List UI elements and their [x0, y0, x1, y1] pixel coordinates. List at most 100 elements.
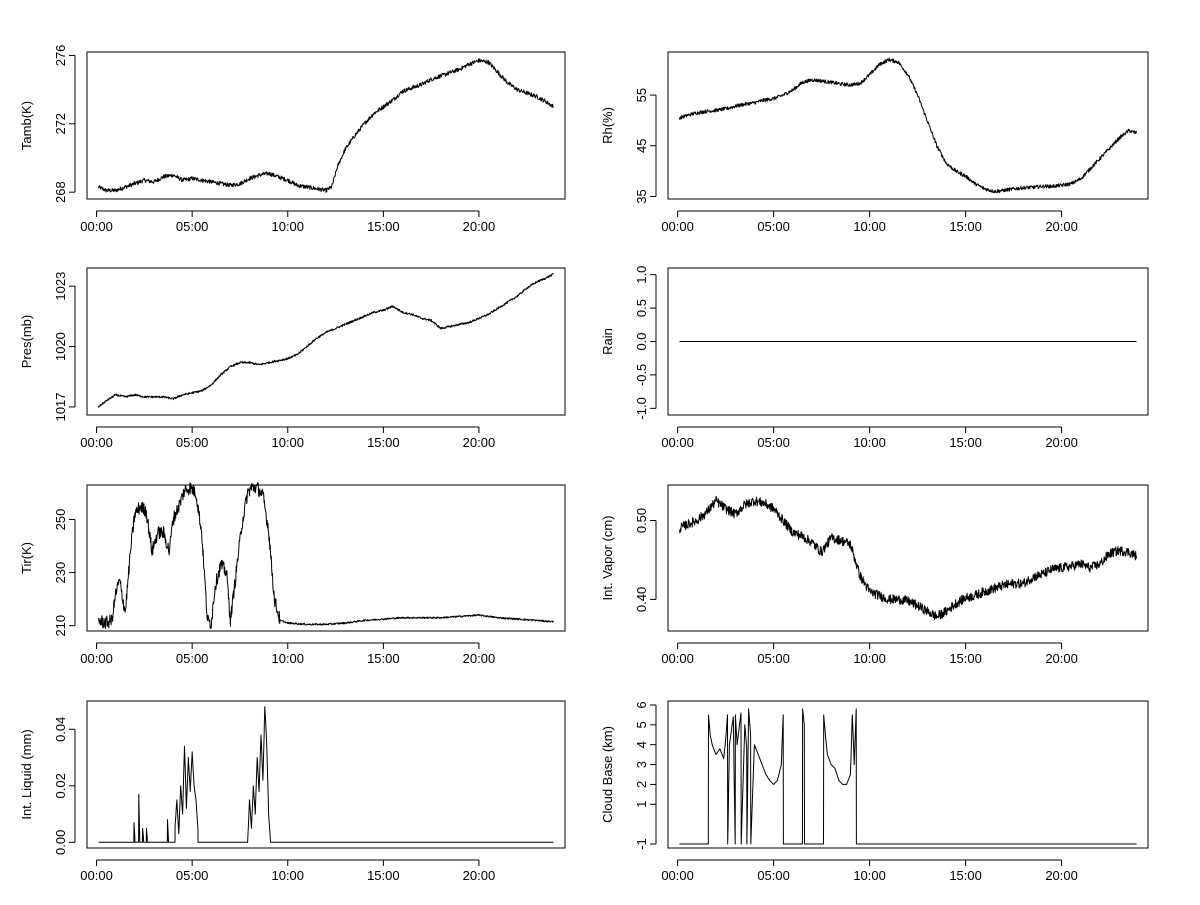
y-tick-label: 45 [634, 139, 649, 153]
y-tick-label: 35 [634, 189, 649, 203]
plot-frame [667, 484, 1149, 632]
y-tick-label: 3 [634, 761, 649, 768]
x-tick-label: 00:00 [80, 651, 113, 666]
panel-7: 00:00 05:00 10:00 15:00 20:00 0.00 0.02 0.04 Int… [19, 700, 566, 883]
x-tick-label: 00:00 [80, 219, 113, 234]
y-tick-label: 0.00 [53, 830, 68, 855]
x-tick-label: 00:00 [661, 651, 694, 666]
x-tick-label: 05:00 [176, 219, 209, 234]
x-tick-label: 10:00 [271, 435, 304, 450]
x-tick-label: 20:00 [1045, 868, 1078, 883]
x-tick-label: 05:00 [176, 651, 209, 666]
y-tick-label: 2 [634, 781, 649, 788]
x-tick-label: 15:00 [367, 651, 400, 666]
x-tick-label: 05:00 [757, 868, 790, 883]
x-tick-label: 00:00 [661, 435, 694, 450]
y-tick-label: 1.0 [634, 266, 649, 284]
x-tick-label: 05:00 [757, 219, 790, 234]
x-tick-label: 20:00 [463, 651, 496, 666]
series-line [98, 706, 554, 843]
x-tick-label: 15:00 [949, 219, 982, 234]
x-tick-label: 00:00 [661, 868, 694, 883]
x-tick-label: 00:00 [80, 435, 113, 450]
y-tick-label: 5 [634, 721, 649, 728]
y-tick-label: 1017 [53, 392, 68, 421]
series-line [679, 495, 1137, 621]
x-tick-label: 20:00 [463, 435, 496, 450]
panel-8: 00:00 05:00 10:00 15:00 20:00 -1 1 2 3 4 5 6 Cloud B… [600, 700, 1149, 883]
x-tick-label: 05:00 [757, 435, 790, 450]
panel-2: 00:00 05:00 10:00 15:00 20:00 35 45 55 Rh(%) [600, 51, 1149, 234]
x-tick-label: 10:00 [853, 219, 886, 234]
x-tick-label: 10:00 [271, 868, 304, 883]
y-tick-label: 1023 [53, 272, 68, 301]
plot-frame [86, 267, 566, 416]
plot-frame [86, 484, 566, 632]
plot-frame [667, 267, 1149, 416]
y-tick-label: 268 [53, 181, 68, 203]
y-tick-label: -1.0 [634, 397, 649, 419]
y-axis-label: Int. Liquid (mm) [19, 729, 34, 819]
plot-frame [86, 51, 566, 200]
x-tick-label: 10:00 [853, 651, 886, 666]
x-tick-label: 15:00 [949, 435, 982, 450]
y-tick-label: 1 [634, 801, 649, 808]
x-tick-label: 20:00 [1045, 435, 1078, 450]
series-line [98, 482, 554, 630]
y-axis-label: Int. Vapor (cm) [600, 515, 615, 600]
x-tick-label: 05:00 [176, 868, 209, 883]
x-tick-label: 15:00 [367, 868, 400, 883]
y-axis-label: Cloud Base (km) [600, 726, 615, 823]
y-tick-label: 0.04 [53, 717, 68, 742]
x-tick-label: 00:00 [661, 219, 694, 234]
x-tick-label: 10:00 [853, 868, 886, 883]
y-tick-label: 210 [53, 615, 68, 637]
x-tick-label: 15:00 [367, 219, 400, 234]
plot-frame [667, 51, 1149, 200]
x-tick-label: 20:00 [1045, 651, 1078, 666]
x-tick-label: 10:00 [271, 651, 304, 666]
y-tick-label: 0.02 [53, 773, 68, 798]
x-tick-label: 20:00 [463, 219, 496, 234]
panel-4: 00:00 05:00 10:00 15:00 20:00 -1.0 -0.5 0.0 0.5 1… [600, 266, 1149, 450]
y-tick-label: 1020 [53, 332, 68, 361]
y-tick-label: 0.50 [634, 508, 649, 533]
panel-6: 00:00 05:00 10:00 15:00 20:00 0.40 0.50 Int. Va… [600, 484, 1149, 666]
y-tick-label: 0.5 [634, 299, 649, 317]
y-tick-label: 0.0 [634, 332, 649, 350]
x-tick-label: 15:00 [949, 868, 982, 883]
x-tick-label: 05:00 [176, 435, 209, 450]
x-tick-label: 10:00 [853, 435, 886, 450]
y-tick-label: -0.5 [634, 364, 649, 386]
x-tick-label: 20:00 [1045, 219, 1078, 234]
y-tick-label: 230 [53, 562, 68, 584]
plot-frame [667, 700, 1149, 849]
series-line [679, 57, 1137, 194]
y-axis-label: Rh(%) [600, 107, 615, 144]
plot-frame [86, 700, 566, 849]
y-tick-label: 0.40 [634, 587, 649, 612]
series-line [679, 708, 1137, 845]
panel-1: 00:00 05:00 10:00 15:00 20:00 268 272 276 Tamb(K… [19, 45, 566, 234]
x-tick-label: 15:00 [367, 435, 400, 450]
y-axis-label: Tamb(K) [19, 101, 34, 150]
panel-3: 00:00 05:00 10:00 15:00 20:00 1017 1020 1023 Pre… [19, 267, 566, 450]
x-tick-label: 15:00 [949, 651, 982, 666]
y-tick-label: 4 [634, 741, 649, 748]
y-tick-label: 55 [634, 88, 649, 102]
x-tick-label: 05:00 [757, 651, 790, 666]
y-tick-label: 276 [53, 45, 68, 67]
y-tick-label: 250 [53, 509, 68, 531]
x-tick-label: 10:00 [271, 219, 304, 234]
y-tick-label: 272 [53, 113, 68, 135]
y-axis-label: Rain [600, 328, 615, 355]
y-axis-label: Tir(K) [19, 542, 34, 574]
series-line [98, 273, 554, 408]
y-tick-label: -1 [634, 838, 649, 850]
x-tick-label: 20:00 [463, 868, 496, 883]
y-axis-label: Pres(mb) [19, 315, 34, 368]
series-line [98, 58, 554, 193]
panel-5: 00:00 05:00 10:00 15:00 20:00 210 230 250 Tir(K) [19, 482, 566, 666]
